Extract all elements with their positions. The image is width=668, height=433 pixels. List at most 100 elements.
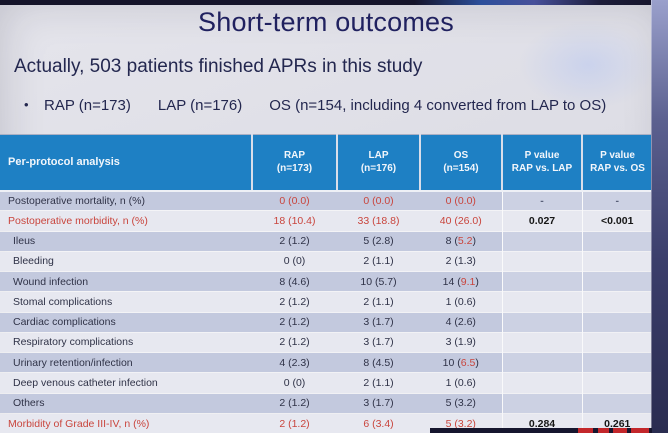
row-label: Ileus [0,230,252,252]
table-row: Morbidity of Grade III-IV, n (%) 2 (1.2) 6… [0,412,652,433]
value-cell: 2 (1.1) [337,372,420,393]
header-p1-line2: RAP vs. LAP [511,163,573,175]
table-row: Bleeding 0 (0) 2 (1.1) 2 (1.3) [0,250,652,272]
row-label: Stomal complications [0,291,252,312]
value-cell: 3 (1.7) [337,392,420,414]
p-value-cell [501,311,582,333]
value-cell: 4 (2.6) [420,311,502,333]
bullet-icon: • [24,97,29,112]
value-cell: 8 (5.2) [420,230,502,252]
value-cell: 2 (1.2) [252,311,337,333]
row-label: Respiratory complications [0,331,252,353]
row-label: Postoperative mortality, n (%) [0,190,252,211]
p-value-cell [581,250,652,272]
table-row: Stomal complications 2 (1.2) 2 (1.1) 1 (0.6… [0,291,652,312]
value-cell: 0 (0) [252,372,337,393]
p-value-cell: 0.284 [501,412,582,433]
value-cell: 40 (26.0) [420,210,502,231]
value-cell: 0 (0.0) [252,190,337,211]
p-value-cell [501,270,582,292]
p-value-cell: <0.001 [581,210,652,231]
value-cell: 0 (0.0) [420,190,502,211]
header-os-line1: OS [453,150,469,162]
header-p2-line1: P value [600,150,635,162]
header-col-lap: LAP (n=176) [336,134,420,192]
table-body: Postoperative mortality, n (%) 0 (0.0) 0 (… [0,190,652,433]
p-value-cell [501,351,582,373]
header-os-line2: (n=154) [443,163,479,175]
value-cell: 2 (1.1) [337,250,420,272]
table-row: Respiratory complications 2 (1.2) 3 (1.7) 3… [0,331,652,353]
row-label: Postoperative morbidity, n (%) [0,210,252,231]
highlighted-percent: 6.5 [460,356,476,369]
value-cell: 5 (2.8) [337,230,420,252]
logo-fragment-icon [598,428,609,433]
value-cell: 2 (1.3) [420,250,502,272]
value-cell: 2 (1.1) [337,291,420,312]
per-protocol-table: Per-protocol analysis RAP (n=173) LAP (n… [0,134,652,433]
value-cell: 33 (18.8) [337,210,420,231]
photo-top-edge [0,0,668,5]
table-row: Cardiac complications 2 (1.2) 3 (1.7) 4 (2.… [0,311,652,333]
logo-fragment-icon [631,428,649,433]
row-label: Cardiac complications [0,311,252,333]
p-value-cell [501,372,582,393]
p-value-cell [581,270,652,292]
p-value-cell: 0.027 [501,210,582,231]
value-cell: 3 (1.7) [337,311,420,333]
header-lap-line1: LAP [368,150,389,162]
header-col-pvalue-rap-lap: P value RAP vs. LAP [501,134,582,192]
highlighted-percent: 9.1 [460,275,476,288]
p-value-cell [501,331,582,353]
p-value-cell: - [501,190,582,211]
value-cell: 3 (1.9) [420,331,502,353]
value-cell: 0 (0) [252,250,337,272]
value-cell: 18 (10.4) [252,210,337,231]
table-row: Others 2 (1.2) 3 (1.7) 5 (3.2) [0,392,652,414]
p-value-cell [581,311,652,333]
value-cell: 1 (0.6) [420,372,502,393]
bullet-item-os: OS (n=154, including 4 converted from LA… [269,97,607,114]
row-label: Urinary retention/infection [0,351,252,373]
p-value-cell [581,392,652,414]
header-p1-line1: P value [524,150,560,162]
row-label: Others [0,392,252,414]
value-cell: 14 (9.1) [420,270,502,292]
header-p2-line2: RAP vs. OS [590,163,645,175]
table-row: Urinary retention/infection 4 (2.3) 8 (4.5… [0,351,652,373]
header-rap-line1: RAP [283,150,306,162]
header-row: Per-protocol analysis RAP (n=173) LAP (n… [0,134,652,192]
p-value-cell [581,351,652,373]
p-value-cell [501,250,582,272]
highlighted-percent: 5.2 [457,235,473,248]
p-value-cell [581,331,652,353]
row-label: Morbidity of Grade III-IV, n (%) [0,412,252,433]
table-row: Deep venous catheter infection 0 (0) 2 (1.… [0,372,652,393]
outcomes-table: Per-protocol analysis RAP (n=173) LAP (n… [0,134,652,433]
table-row: Ileus 2 (1.2) 5 (2.8) 8 (5.2) [0,230,652,252]
p-value-cell [501,291,582,312]
p-value-cell [581,372,652,393]
value-cell: 0 (0.0) [337,190,420,211]
bullet-item-rap: RAP (n=173) [44,97,131,114]
value-cell: 8 (4.5) [337,351,420,373]
logo-fragment-icon [613,428,627,433]
value-cell: 4 (2.3) [252,351,337,373]
bullet-line: • RAP (n=173) LAP (n=176) OS (n=154, includ… [24,97,606,114]
value-cell: 10 (5.7) [337,270,420,292]
row-label: Deep venous catheter infection [0,372,252,393]
table-header: Per-protocol analysis RAP (n=173) LAP (n… [0,134,652,192]
value-cell: 5 (3.2) [420,392,502,414]
value-cell: 2 (1.2) [252,291,337,312]
header-col-os: OS (n=154) [419,134,502,192]
value-cell: 2 (1.2) [252,392,337,414]
header-col-rap: RAP (n=173) [251,134,337,192]
table-row: Postoperative mortality, n (%) 0 (0.0) 0 (… [0,190,652,211]
photo-right-band [651,0,668,433]
header-corner-label: Per-protocol analysis [0,134,252,192]
bullet-item-lap: LAP (n=176) [157,97,243,114]
photo-bottom-strip [430,428,652,433]
header-rap-line2: (n=173) [276,163,313,175]
value-cell: 2 (1.2) [252,412,337,433]
